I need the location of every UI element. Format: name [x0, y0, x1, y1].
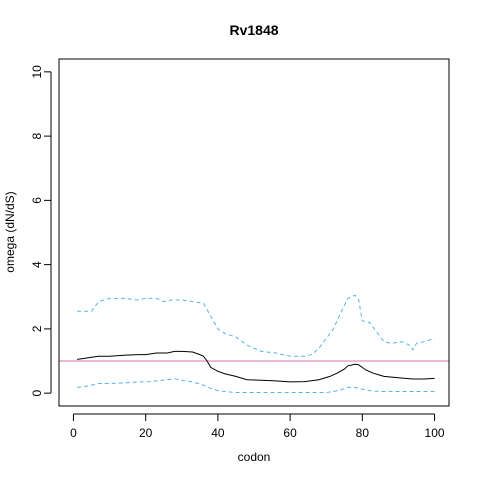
y-axis: 0 2 4 6 8 10	[30, 65, 52, 396]
omega-mean-line	[77, 350, 435, 383]
x-tick-label: 100	[425, 426, 445, 440]
x-tick-label: 20	[139, 426, 153, 440]
x-axis-title: codon	[238, 450, 271, 464]
upper-bound-line	[77, 294, 435, 357]
y-tick-label: 10	[30, 65, 44, 79]
x-tick-label: 40	[211, 426, 225, 440]
x-tick-label: 0	[70, 426, 77, 440]
y-axis-title: omega (dN/dS)	[3, 191, 17, 272]
chart-title: Rv1848	[229, 22, 278, 38]
lower-bound-line	[77, 378, 435, 393]
y-tick-label: 2	[30, 325, 44, 332]
x-axis: 0 20 40 60 80 100	[70, 413, 445, 440]
plot-frame	[58, 58, 450, 407]
x-tick-label: 80	[356, 426, 370, 440]
y-tick-label: 8	[30, 132, 44, 139]
plot-area	[59, 294, 449, 393]
y-tick-label: 4	[30, 261, 44, 268]
y-tick-label: 6	[30, 197, 44, 204]
x-tick-label: 60	[283, 426, 297, 440]
y-tick-label: 0	[30, 389, 44, 396]
